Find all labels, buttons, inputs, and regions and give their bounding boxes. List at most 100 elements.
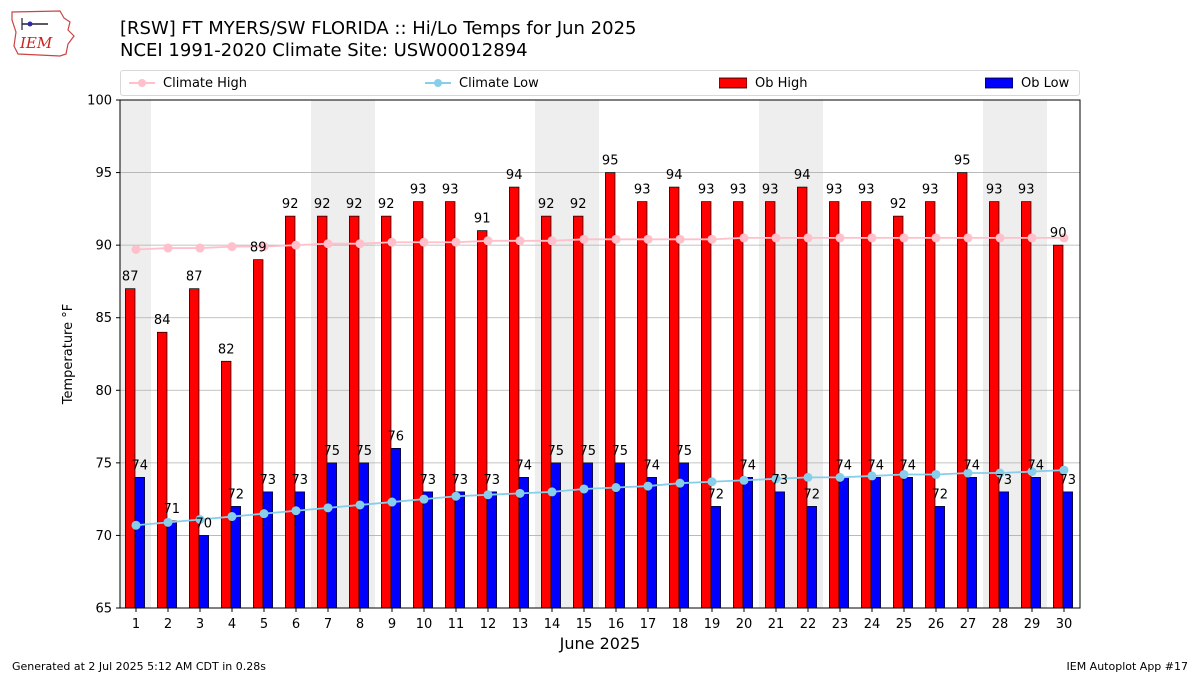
bar-high-13: [509, 186, 520, 609]
x-tick-label-7: 7: [324, 617, 332, 632]
bar-high-10: [413, 201, 424, 609]
label-high-23: 93: [826, 183, 843, 198]
label-low-18: 75: [676, 444, 693, 459]
bar-low-1: [134, 477, 145, 609]
climate-low-point-12: [483, 490, 493, 500]
bar-high-22: [797, 186, 808, 609]
climate-low-point-14: [547, 487, 557, 497]
label-low-10: 73: [420, 473, 437, 488]
label-low-23: 74: [836, 458, 853, 473]
climate-high-point-15: [579, 234, 589, 244]
x-tick-label-10: 10: [416, 617, 433, 632]
y-tick-label-80: 80: [95, 384, 112, 399]
climate-high-point-29: [1027, 233, 1037, 243]
climate-high-point-13: [515, 236, 525, 246]
label-high-30: 90: [1050, 226, 1067, 241]
climate-high-point-11: [451, 237, 461, 247]
bar-low-4: [230, 506, 241, 609]
legend-ob-high-label: Ob High: [755, 75, 808, 91]
x-tick-label-12: 12: [480, 617, 497, 632]
label-high-22: 94: [794, 168, 811, 183]
climate-high-point-17: [643, 234, 653, 244]
label-low-19: 72: [708, 487, 725, 502]
x-tick-label-2: 2: [164, 617, 172, 632]
y-tick-label-90: 90: [95, 239, 112, 254]
climate-low-point-20: [739, 475, 749, 485]
climate-low-point-29: [1027, 467, 1037, 477]
x-tick-label-3: 3: [196, 617, 204, 632]
x-tick-label-24: 24: [864, 617, 881, 632]
y-axis-label: Temperature °F: [61, 304, 76, 405]
climate-high-point-30: [1059, 233, 1069, 243]
title-line-2: NCEI 1991-2020 Climate Site: USW00012894: [120, 40, 528, 61]
x-tick-label-26: 26: [928, 617, 945, 632]
label-high-3: 87: [186, 270, 203, 285]
x-tick-label-18: 18: [672, 617, 689, 632]
bar-high-5: [253, 259, 264, 609]
legend-ob-low-label: Ob Low: [1021, 75, 1070, 91]
label-low-24: 74: [868, 458, 885, 473]
bar-high-4: [221, 360, 232, 609]
climate-high-line: [135, 236, 1064, 251]
label-high-15: 92: [570, 197, 587, 212]
climate-high-point-2: [163, 243, 173, 253]
x-tick-label-19: 19: [704, 617, 721, 632]
climate-low-point-7: [323, 503, 333, 513]
bar-low-23: [838, 477, 849, 609]
label-high-5: 89: [250, 241, 267, 256]
x-tick-label-27: 27: [960, 617, 977, 632]
label-low-2: 71: [164, 502, 181, 517]
x-tick-label-25: 25: [896, 617, 913, 632]
label-high-4: 82: [218, 342, 235, 357]
plot-frame: [119, 99, 1081, 609]
climate-low-point-10: [419, 494, 429, 504]
label-high-11: 93: [442, 183, 459, 198]
label-low-21: 73: [772, 473, 789, 488]
bar-high-20: [733, 201, 744, 609]
legend-ob-low: Ob Low: [985, 71, 1069, 95]
bar-high-30: [1053, 244, 1064, 609]
y-tick-label-85: 85: [95, 311, 112, 326]
climate-high-point-18: [675, 234, 685, 244]
label-high-29: 93: [1018, 183, 1035, 198]
label-low-5: 73: [260, 473, 277, 488]
bar-low-20: [742, 477, 753, 609]
bar-low-19: [710, 506, 721, 609]
x-tick-label-17: 17: [640, 617, 657, 632]
x-tick-label-23: 23: [832, 617, 849, 632]
climate-high-point-23: [835, 233, 845, 243]
bar-high-12: [477, 230, 488, 609]
label-high-26: 93: [922, 183, 939, 198]
bar-low-11: [454, 491, 465, 609]
climate-low-point-5: [259, 509, 269, 519]
label-low-25: 74: [900, 458, 917, 473]
climate-high-point-6: [291, 240, 301, 250]
app-note: IEM Autoplot App #17: [1066, 660, 1189, 673]
climate-high-point-10: [419, 237, 429, 247]
label-low-28: 73: [996, 473, 1013, 488]
climate-high-point-14: [547, 236, 557, 246]
label-high-7: 92: [314, 197, 331, 212]
bar-low-14: [550, 462, 561, 609]
bar-low-27: [966, 477, 977, 609]
x-tick-label-28: 28: [992, 617, 1009, 632]
climate-low-point-9: [387, 497, 397, 507]
climate-low-line: [135, 469, 1065, 527]
label-high-16: 95: [602, 154, 619, 169]
climate-low-point-22: [803, 472, 813, 482]
label-high-21: 93: [762, 183, 779, 198]
climate-high-point-22: [803, 233, 813, 243]
climate-high-point-1: [131, 244, 141, 254]
y-tick-label-75: 75: [95, 456, 112, 471]
bar-high-3: [189, 288, 200, 609]
climate-high-point-28: [995, 233, 1005, 243]
climate-high-point-20: [739, 233, 749, 243]
bar-high-17: [637, 201, 648, 609]
climate-high-point-25: [899, 233, 909, 243]
climate-low-point-16: [611, 483, 621, 493]
x-tick-label-5: 5: [260, 617, 268, 632]
label-high-25: 92: [890, 197, 907, 212]
label-low-29: 74: [1028, 458, 1045, 473]
label-low-7: 75: [324, 444, 341, 459]
bar-high-19: [701, 201, 712, 609]
